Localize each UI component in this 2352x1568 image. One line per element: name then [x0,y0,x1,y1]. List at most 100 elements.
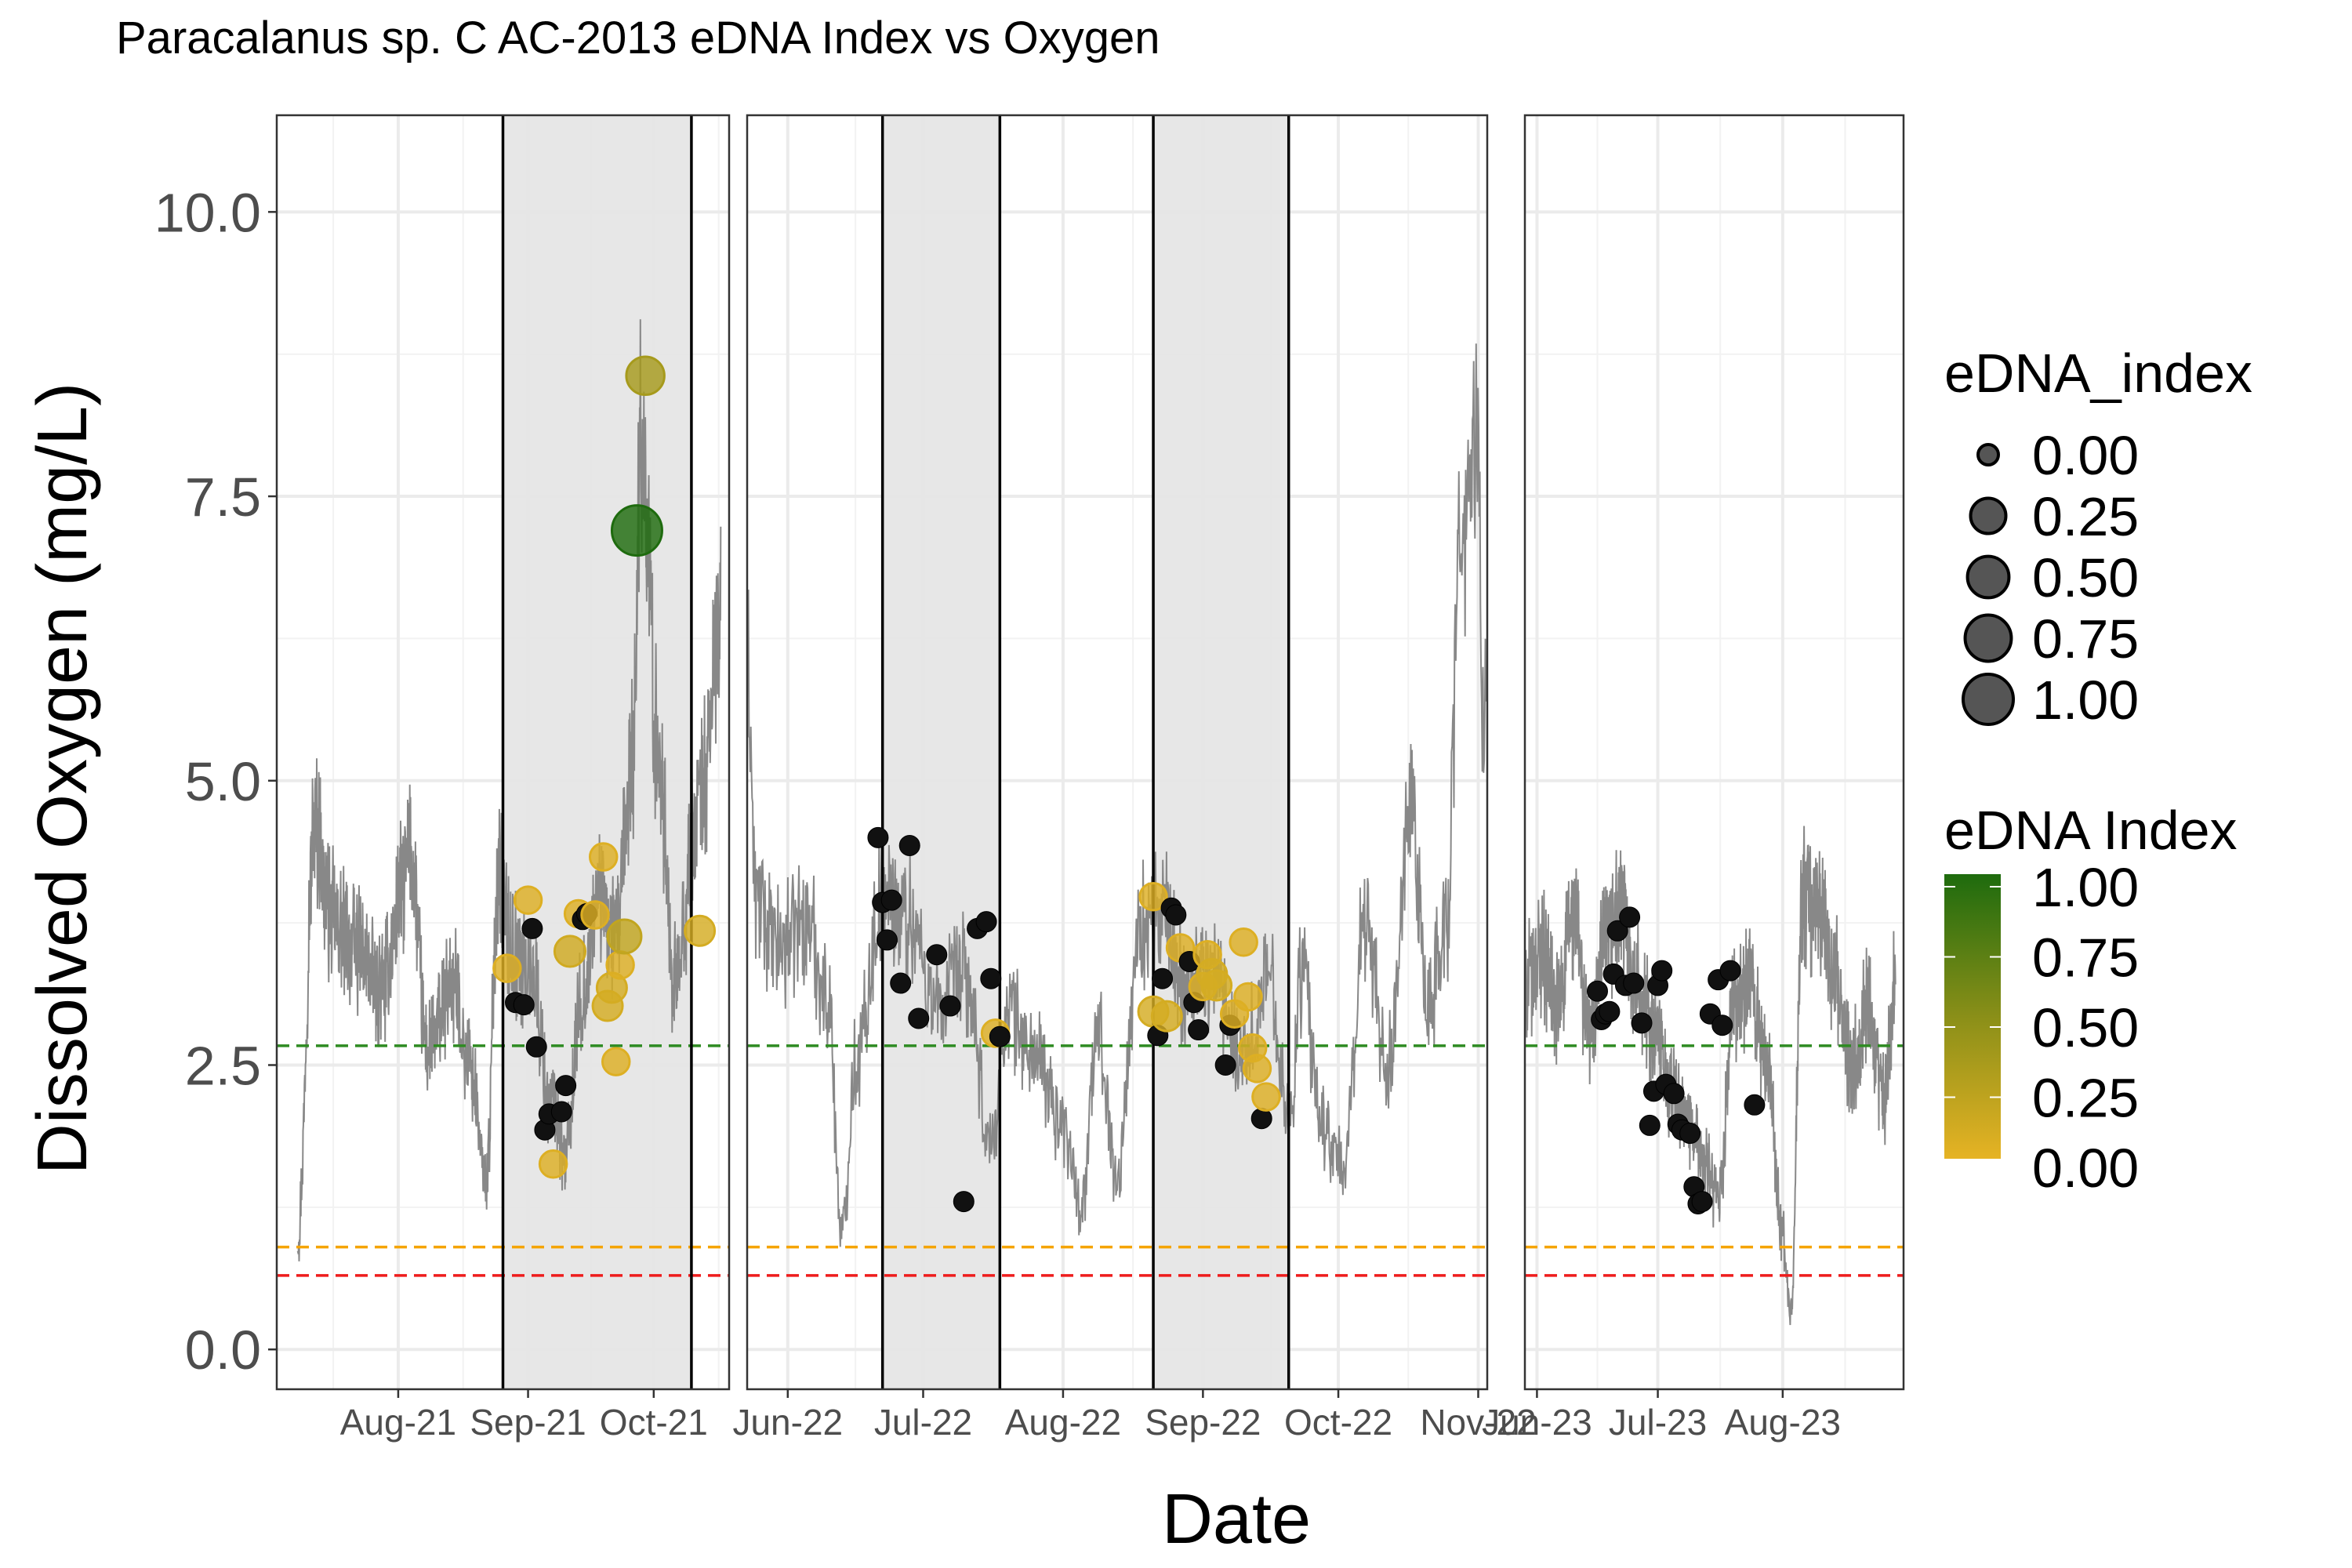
x-tick-label: Jun-22 [732,1402,843,1443]
size-legend-label: 0.75 [2032,608,2139,670]
y-axis: 0.0 2.5 5.0 7.5 10.0 [154,182,277,1381]
data-point [1229,927,1258,957]
data-point [953,1191,975,1213]
plot-panels: Aug-21 Sep-21 Oct-21 Jun-22 Jul-22 Aug-22 Sep-… [275,114,1905,1443]
data-point [876,929,898,951]
data-point [513,885,543,915]
x-tick-label: Oct-22 [1284,1402,1392,1443]
data-point [1631,1012,1653,1034]
data-point [1663,1083,1685,1105]
gridlines [1525,115,1904,1389]
data-point [1138,882,1168,912]
x-tick-label: Nov-22 [1420,1402,1536,1443]
data-point [601,1047,631,1076]
data-point [625,355,666,396]
color-legend-label: 0.75 [2032,927,2139,989]
size-legend-label: 0.00 [2032,425,2139,486]
size-legend-title: eDNA_index [1944,343,2252,404]
data-point [610,504,663,557]
data-point [1719,960,1741,982]
size-legend-label: 1.00 [2032,670,2139,731]
y-tick-label: 2.5 [185,1035,261,1096]
panel-3: Jun-23 Jul-23 Aug-23 [1482,114,1905,1443]
panel-border [1523,114,1905,1391]
data-point [1251,1082,1281,1112]
data-point [1214,1054,1236,1076]
size-legend-key [1976,443,2000,466]
data-point [1599,1000,1621,1022]
data-point [989,1025,1011,1047]
data-point [1639,1114,1661,1136]
edna-points [867,826,1281,1213]
data-point [1711,1014,1733,1036]
size-legend: 0.000.250.500.751.00 [1962,425,2139,731]
data-point [492,953,522,983]
data-point [1606,920,1628,942]
data-point [1152,967,1174,989]
x-tick-label: Oct-21 [600,1402,708,1443]
shaded-period [1153,115,1289,1389]
data-point [980,967,1002,989]
data-point [1150,1000,1183,1033]
data-point [926,944,948,966]
edna-points [492,355,717,1179]
data-point [908,1007,930,1029]
chart-title: Paracalanus sp. C AC-2013 eDNA Index vs … [116,13,1160,64]
x-tick-label: Aug-21 [340,1402,456,1443]
data-point [880,889,902,911]
data-point [1744,1094,1766,1116]
data-point [588,842,619,872]
color-legend-label: 1.00 [2032,857,2139,918]
data-point [605,950,635,980]
edna-points [1586,906,1766,1215]
size-legend-key [1962,673,2015,726]
oxygen-series [747,343,1487,1247]
size-legend-label: 0.50 [2032,547,2139,608]
data-point [1165,904,1187,926]
size-legend-key [1965,554,2011,600]
color-legend-label: 0.25 [2032,1068,2139,1129]
data-point [1691,1191,1713,1213]
data-point [550,1101,572,1123]
panel-background [747,115,1487,1389]
legend: eDNA_index 0.000.250.500.751.00 eDNA Ind… [1944,343,2252,1199]
oxygen-series [1525,826,1896,1326]
y-axis-title: Dissolved Oxygen (mg/L) [24,383,102,1174]
y-tick-label: 10.0 [154,182,261,243]
data-point [1250,1108,1272,1130]
color-legend: 1.00 0.75 0.50 0.25 0.00 [1944,857,2139,1199]
x-axis-title: Date [1162,1480,1311,1559]
data-point [684,914,717,947]
data-point [1200,969,1233,1002]
data-point [538,1149,568,1179]
size-legend-label: 0.25 [2032,486,2139,547]
shaded-period [882,115,1000,1389]
data-point [513,994,535,1016]
color-legend-title: eDNA Index [1944,800,2238,861]
data-point [1619,906,1641,928]
data-point [1242,1054,1272,1083]
x-tick-label: Jun-23 [1482,1402,1592,1443]
x-tick-label: Aug-22 [1005,1402,1121,1443]
data-point [939,995,961,1017]
data-point [867,826,889,848]
data-point [890,972,912,994]
y-tick-label: 7.5 [185,466,261,528]
data-point [1679,1123,1701,1145]
color-legend-label: 0.00 [2032,1138,2139,1199]
size-legend-key [1969,496,2008,535]
data-point [521,917,543,939]
panel-1: Aug-21 Sep-21 Oct-21 [275,114,731,1443]
x-tick-label: Aug-23 [1725,1402,1841,1443]
x-tick-label: Jul-23 [1609,1402,1707,1443]
x-tick-label: Jul-22 [874,1402,972,1443]
size-legend-key [1963,613,2013,663]
x-tick-label: Sep-22 [1145,1402,1261,1443]
y-tick-label: 0.0 [185,1319,261,1381]
x-tick-label: Sep-21 [470,1402,586,1443]
data-point [1233,982,1263,1012]
color-legend-label: 0.50 [2032,997,2139,1058]
data-point [898,834,920,856]
data-point [1623,972,1645,994]
